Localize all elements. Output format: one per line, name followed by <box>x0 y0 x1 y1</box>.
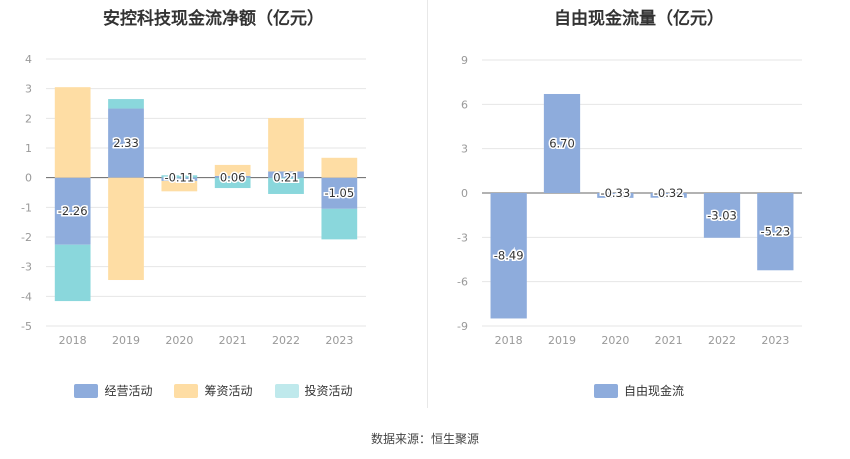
data-label-2022: 0.21 <box>273 171 299 185</box>
bar-1-2018 <box>54 177 91 245</box>
legend: 自由现金流 <box>428 382 850 399</box>
x-tick-label: 2018 <box>59 334 87 347</box>
chart-title: 自由现金流量（亿元） <box>554 9 724 29</box>
y-tick-label: 9 <box>461 54 468 67</box>
data-label-2022: -3.03 <box>707 208 737 222</box>
legend-label: 自由现金流 <box>623 384 684 398</box>
y-tick-label: 2 <box>25 112 32 125</box>
bar-1-2019 <box>108 108 144 178</box>
bar-2-2022 <box>268 118 304 172</box>
legend: 经营活动 筹资活动 投资活动 <box>0 382 427 399</box>
x-tick-label: 2022 <box>708 334 736 347</box>
x-tick-label: 2023 <box>325 334 353 347</box>
legend-swatch <box>174 383 199 398</box>
bar-3-2018 <box>54 244 91 302</box>
y-tick-label: -9 <box>457 320 468 333</box>
bar-3-2023 <box>321 208 358 240</box>
bar-1-2021 <box>214 175 251 178</box>
cashflow-net-chart: 安控科技现金流净额（亿元） 4 3 2 1 0 -1 -2 -3 -4 -5 2018 2019 202… <box>0 0 427 410</box>
y-tick-label: -4 <box>21 290 32 303</box>
data-label-2018: -2.26 <box>58 204 88 218</box>
data-label-2020: -0.11 <box>164 171 194 185</box>
data-label-2023: -1.05 <box>324 186 354 200</box>
free-cashflow-plot: 9 6 3 0 -3 -6 -9 2018 2019 2020 2021 2022 2023 -8.49 6… <box>457 54 802 347</box>
legend-swatch <box>74 383 99 398</box>
legend-item-financing[interactable]: 筹资活动 <box>174 382 253 399</box>
y-tick-label: -1 <box>21 201 32 214</box>
y-tick-label: -6 <box>457 276 468 289</box>
x-tick-label: 2022 <box>272 334 300 347</box>
y-tick-label: 0 <box>461 187 468 200</box>
bar-3-2020 <box>161 175 198 178</box>
data-source: 数据来源：恒生聚源 <box>370 432 479 446</box>
y-tick-label: -5 <box>21 320 32 333</box>
legend-label: 经营活动 <box>104 384 153 398</box>
legend-item-free-cashflow[interactable]: 自由现金流 <box>593 382 684 399</box>
x-tick-label: 2020 <box>165 334 193 347</box>
y-tick-label: 3 <box>25 83 32 96</box>
x-tick-label: 2021 <box>219 334 247 347</box>
data-label-2019: 6.70 <box>549 136 575 150</box>
bar-1-2021 <box>650 193 687 198</box>
data-label-2020: -0.33 <box>600 186 630 200</box>
bar-2-2020 <box>161 180 198 192</box>
data-label-2018: -8.49 <box>494 249 524 263</box>
bar-2-2021 <box>214 164 251 176</box>
y-tick-label: 0 <box>25 172 32 185</box>
y-tick-label: 6 <box>461 98 468 111</box>
legend-item-operating[interactable]: 经营活动 <box>74 382 152 399</box>
x-tick-label: 2019 <box>548 334 576 347</box>
bar-1-2020 <box>161 177 198 181</box>
y-tick-label: 4 <box>25 53 32 66</box>
bar-2-2023 <box>321 157 358 178</box>
legend-label: 筹资活动 <box>204 384 253 398</box>
bar-3-2021 <box>214 177 251 189</box>
bar-1-2022 <box>703 193 741 238</box>
legend-swatch <box>274 383 299 398</box>
data-label-2023: -5.23 <box>760 225 790 239</box>
legend-item-investing[interactable]: 投资活动 <box>274 382 353 399</box>
x-tick-label: 2023 <box>761 334 789 347</box>
bar-1-2023 <box>757 193 794 271</box>
data-label-2021: 0.06 <box>220 171 246 185</box>
legend-label: 投资活动 <box>304 384 353 398</box>
bar-1-2022 <box>268 171 304 178</box>
bar-1-2018 <box>490 193 527 319</box>
data-label-2021: -0.32 <box>654 186 684 200</box>
cashflow-net-plot: 4 3 2 1 0 -1 -2 -3 -4 -5 2018 2019 2020 2021 2022 2023 -… <box>21 53 366 347</box>
legend-swatch <box>593 383 618 398</box>
x-tick-label: 2019 <box>112 334 140 347</box>
bar-3-2019 <box>108 99 144 109</box>
x-tick-label: 2021 <box>655 334 683 347</box>
bar-1-2023 <box>321 177 358 209</box>
bar-2-2018 <box>54 87 91 178</box>
x-tick-label: 2020 <box>601 334 629 347</box>
free-cashflow-chart: 自由现金流量（亿元） 9 6 3 0 -3 -6 -9 2018 2019 2020 2021 202… <box>428 0 850 410</box>
bar-3-2022 <box>268 177 304 194</box>
bar-1-2019 <box>543 93 581 193</box>
y-tick-label: 1 <box>25 142 32 155</box>
data-label-2019: 2.33 <box>113 136 139 150</box>
chart-title: 安控科技现金流净额（亿元） <box>103 9 324 29</box>
y-tick-label: -2 <box>21 231 32 244</box>
x-tick-label: 2018 <box>495 334 523 347</box>
bar-1-2020 <box>597 193 634 198</box>
y-tick-label: -3 <box>21 261 32 274</box>
bar-2-2019 <box>108 177 144 281</box>
y-tick-label: -3 <box>457 231 468 244</box>
panel-divider <box>427 0 428 408</box>
y-tick-label: 3 <box>461 143 468 156</box>
